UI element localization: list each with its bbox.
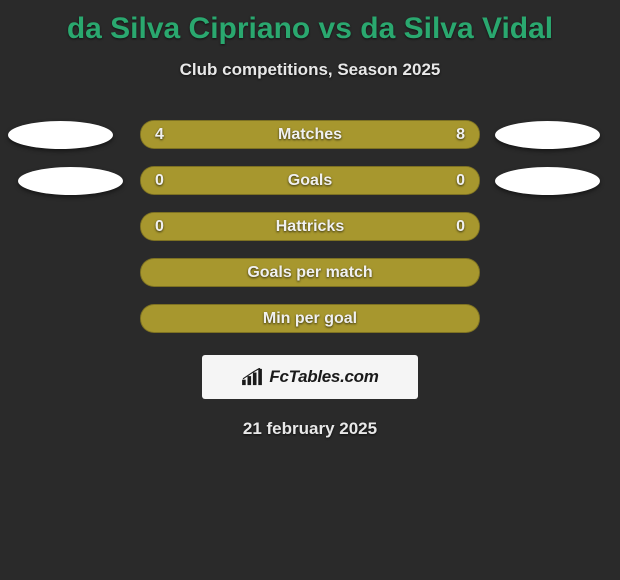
stat-row: Goals per match xyxy=(0,258,620,287)
stat-value-left: 0 xyxy=(155,172,164,190)
stat-value-right: 8 xyxy=(456,126,465,144)
stat-bar: 4 Matches 8 xyxy=(140,120,480,149)
fctables-logo[interactable]: FcTables.com xyxy=(202,355,418,399)
bar-fill-left xyxy=(141,167,310,194)
stat-row: 4 Matches 8 xyxy=(0,120,620,149)
logo-text: FcTables.com xyxy=(269,367,378,387)
bar-fill-right xyxy=(310,167,479,194)
stat-value-left: 0 xyxy=(155,218,164,236)
subtitle: Club competitions, Season 2025 xyxy=(0,60,620,80)
flag-right xyxy=(495,167,600,195)
page-title: da Silva Cipriano vs da Silva Vidal xyxy=(0,0,620,46)
stat-value-right: 0 xyxy=(456,218,465,236)
stat-value-right: 0 xyxy=(456,172,465,190)
stat-label: Goals xyxy=(288,172,332,190)
flag-left xyxy=(18,167,123,195)
stat-row: Min per goal xyxy=(0,304,620,333)
flag-right xyxy=(495,121,600,149)
stat-bar: Goals per match xyxy=(140,258,480,287)
stat-label: Min per goal xyxy=(263,310,357,328)
stat-row: 0 Goals 0 xyxy=(0,166,620,195)
stat-label: Hattricks xyxy=(276,218,344,236)
stats-container: 4 Matches 8 0 Goals 0 0 Hattricks 0 Goals per mat… xyxy=(0,120,620,333)
stat-label: Goals per match xyxy=(247,264,372,282)
stat-row: 0 Hattricks 0 xyxy=(0,212,620,241)
stat-bar: Min per goal xyxy=(140,304,480,333)
date-text: 21 february 2025 xyxy=(0,419,620,439)
stat-value-left: 4 xyxy=(155,126,164,144)
stat-bar: 0 Hattricks 0 xyxy=(140,212,480,241)
stat-bar: 0 Goals 0 xyxy=(140,166,480,195)
stat-label: Matches xyxy=(278,126,342,144)
flag-left xyxy=(8,121,113,149)
bar-chart-icon xyxy=(241,368,263,386)
